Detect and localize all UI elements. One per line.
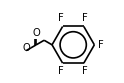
Text: O: O: [32, 28, 40, 38]
Text: F: F: [82, 13, 88, 23]
Text: O: O: [23, 43, 31, 53]
Text: F: F: [58, 13, 64, 23]
Text: F: F: [82, 66, 88, 76]
Text: F: F: [58, 66, 64, 76]
Text: F: F: [98, 40, 104, 50]
